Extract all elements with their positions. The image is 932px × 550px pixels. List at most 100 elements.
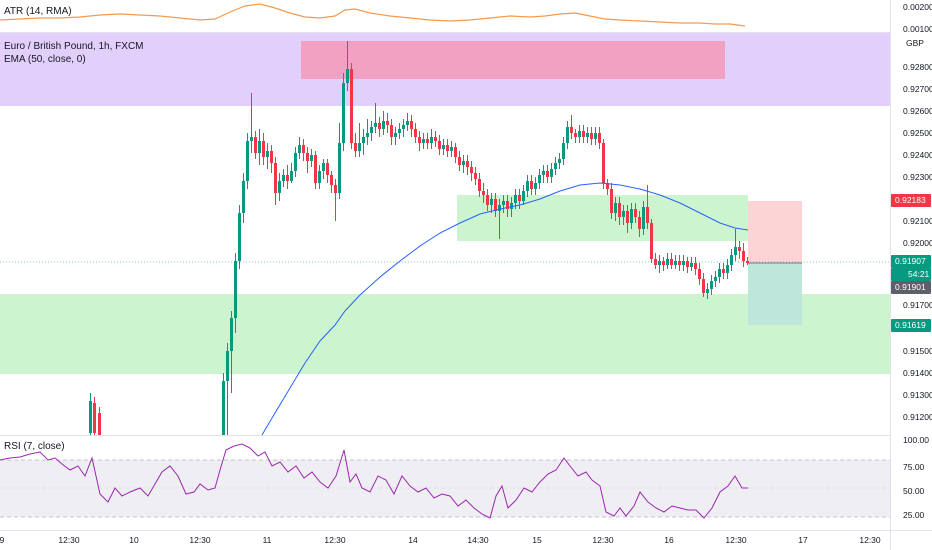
rsi-tick: 75.00 xyxy=(903,462,925,472)
rsi-title: RSI (7, close) xyxy=(4,441,65,452)
candle-body xyxy=(594,133,597,139)
candle-body xyxy=(730,255,733,265)
rsi-line xyxy=(0,443,748,519)
candle-body xyxy=(702,279,705,293)
candle-body xyxy=(638,217,641,229)
candle-body xyxy=(378,123,381,129)
candle-body xyxy=(494,199,497,211)
rsi-pane[interactable]: RSI (7, close) xyxy=(0,436,890,532)
candle-body xyxy=(338,143,341,193)
candle-body xyxy=(654,259,657,265)
time-label: 12:30 xyxy=(189,535,211,545)
time-label: 15 xyxy=(532,535,542,545)
candle-body xyxy=(462,161,465,165)
rsi-tick: 50.00 xyxy=(903,486,925,496)
candle-body xyxy=(390,125,393,137)
candle-body xyxy=(698,269,701,279)
candle-body xyxy=(582,131,585,137)
price-tick: 0.92600 xyxy=(903,106,932,116)
candle-body xyxy=(89,401,92,433)
time-axis-border xyxy=(0,530,932,531)
symbol-title: Euro / British Pound, 1h, FXCM xyxy=(4,41,144,52)
price-tick: 0.92300 xyxy=(903,172,932,182)
candle-body xyxy=(670,259,673,265)
candle-body xyxy=(714,277,717,281)
candle-body xyxy=(542,171,545,175)
candle-body xyxy=(242,181,245,213)
candle-body xyxy=(230,318,233,351)
candle-body xyxy=(438,141,441,149)
rsi-tick: 25.00 xyxy=(903,510,925,520)
candle-body xyxy=(314,155,317,183)
pane-separator[interactable] xyxy=(0,32,932,33)
candle-body xyxy=(606,183,609,189)
candle-body xyxy=(350,69,353,143)
candle-body xyxy=(478,179,481,191)
candle-body xyxy=(430,137,433,143)
candle-body xyxy=(526,181,529,191)
candle-body xyxy=(454,147,457,157)
candle-body xyxy=(394,133,397,137)
time-label: 12:30 xyxy=(859,535,881,545)
candle-body xyxy=(658,261,661,265)
candle-body xyxy=(366,133,369,137)
price-tick: 0.91200 xyxy=(903,412,932,422)
time-label: 12:30 xyxy=(592,535,614,545)
price-tick: 0.91400 xyxy=(903,368,932,378)
candle-body xyxy=(310,155,313,161)
candle-body xyxy=(358,143,361,151)
price-tick: 0.92400 xyxy=(903,150,932,160)
candle-body xyxy=(342,83,345,143)
ema-legend: EMA (50, close, 0) xyxy=(4,54,86,65)
atr-tick: 0.00200 xyxy=(903,2,932,12)
candles xyxy=(89,41,749,435)
price-tick: 0.91300 xyxy=(903,390,932,400)
candle-body xyxy=(418,137,421,143)
candle-body xyxy=(650,223,653,259)
ema-line xyxy=(261,182,749,435)
time-label: 10 xyxy=(129,535,139,545)
candle-body xyxy=(722,269,725,273)
price-tick: 0.91700 xyxy=(903,300,932,310)
candle-body xyxy=(326,163,329,175)
time-label: 17 xyxy=(798,535,808,545)
currency-label: GBP xyxy=(906,38,924,48)
candle-body xyxy=(514,195,517,203)
candle-body xyxy=(282,175,285,181)
price-tick: 0.92000 xyxy=(903,238,932,248)
candle-body xyxy=(450,147,453,151)
candle-body xyxy=(522,191,525,201)
candle-body xyxy=(406,121,409,125)
candle-body xyxy=(254,137,257,153)
candle-body xyxy=(490,199,493,205)
rsi-tick: 100.00 xyxy=(903,435,929,445)
candle-body xyxy=(374,123,377,127)
candle-body xyxy=(442,145,445,149)
candle-body xyxy=(346,69,349,83)
candle-body xyxy=(498,205,501,211)
candle-body xyxy=(446,145,449,151)
atr-pane[interactable]: ATR (14, RMA) xyxy=(0,0,890,32)
candle-body xyxy=(470,167,473,173)
candle-body xyxy=(270,151,273,163)
countdown-tag: 54:21 xyxy=(891,268,931,281)
candle-body xyxy=(474,173,477,179)
candle-body xyxy=(546,171,549,177)
price-pane[interactable]: Euro / British Pound, 1h, FXCM EMA (50, … xyxy=(0,33,890,435)
supply-zone-pink xyxy=(301,41,725,79)
price-tick: 0.92700 xyxy=(903,84,932,94)
candle-body xyxy=(566,127,569,143)
time-label: 11 xyxy=(262,535,272,545)
candle-body xyxy=(93,403,96,433)
candle-body xyxy=(590,133,593,139)
candle-body xyxy=(710,281,713,289)
candle-body xyxy=(686,261,689,267)
pane-separator[interactable] xyxy=(0,435,932,436)
candle-body xyxy=(598,133,601,143)
candle-body xyxy=(426,139,429,143)
candle-body xyxy=(742,251,745,261)
atr-tick: 0.00100 xyxy=(903,24,932,34)
candle-body xyxy=(482,191,485,195)
candle-body xyxy=(614,203,617,213)
candle-body xyxy=(690,263,693,267)
